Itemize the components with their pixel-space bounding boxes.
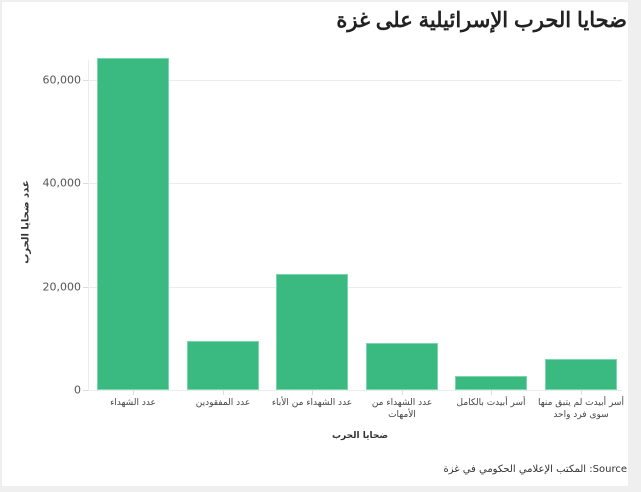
y-tick-mark: [83, 80, 88, 81]
y-tick-label: 60,000: [42, 73, 82, 87]
x-axis-title: ضحايا الحرب: [331, 431, 389, 441]
y-tick-mark: [83, 287, 88, 288]
gridline-40000: [88, 183, 622, 184]
x-tick-mark: [491, 390, 492, 395]
bar-martyrs[interactable]: [97, 58, 169, 390]
bar-families-wiped[interactable]: [455, 376, 527, 390]
chart-card: [2, 2, 628, 486]
y-tick-label: 0: [74, 383, 81, 397]
x-tick-label: عدد الشهداء من الأمهات: [371, 398, 433, 420]
x-tick-mark: [223, 390, 224, 395]
y-axis-line: [88, 60, 89, 390]
gridline-20000: [88, 287, 622, 288]
bar-families-one-survivor[interactable]: [545, 359, 617, 390]
y-tick-mark: [83, 390, 88, 391]
gridline-60000: [88, 80, 622, 81]
y-axis-title: عدد ضحايا الحرب: [20, 180, 32, 264]
y-tick-label: 40,000: [42, 176, 82, 190]
x-tick-label: عدد الشهداء: [110, 398, 156, 408]
x-tick-mark: [402, 390, 403, 395]
gridline-0: [88, 390, 622, 391]
y-tick-label: 20,000: [42, 280, 82, 294]
x-tick-label: عدد الشهداء من الأباء: [271, 398, 353, 408]
bar-missing[interactable]: [187, 341, 259, 390]
x-tick-label: عدد المفقودين: [195, 398, 251, 408]
chart-title: ضحايا الحرب الإسرائيلية على غزة: [336, 9, 627, 32]
y-tick-mark: [83, 183, 88, 184]
x-tick-mark: [312, 390, 313, 395]
x-tick-mark: [133, 390, 134, 395]
x-tick-label: أسر أبيدت بالكامل: [456, 398, 526, 408]
bar-mothers[interactable]: [366, 343, 438, 390]
x-tick-mark: [581, 390, 582, 395]
source-note: المكتب الإعلامي الحكومي في غزة :Source: [443, 464, 627, 475]
bar-fathers[interactable]: [276, 274, 348, 390]
x-tick-label: أسر أبيدت لم يتبق منها سوى فرد واحد: [538, 398, 624, 420]
